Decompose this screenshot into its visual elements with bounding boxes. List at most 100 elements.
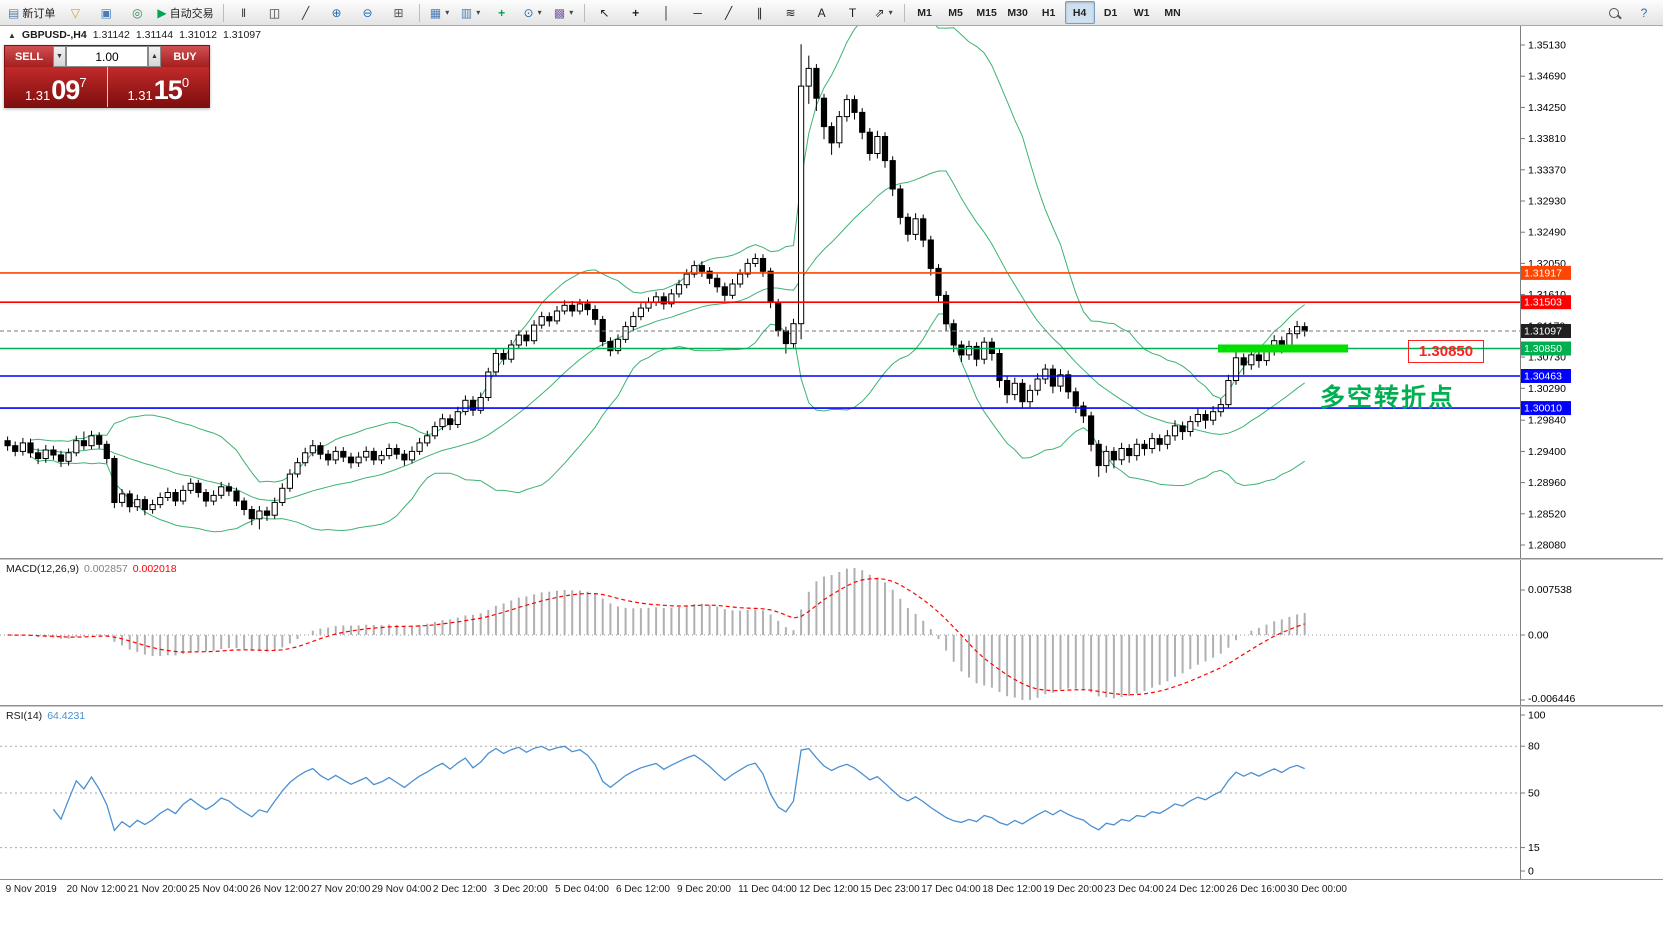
line-chart-button[interactable]: ╱	[291, 1, 321, 24]
sell-price-big-figure: 1.31	[24, 88, 51, 103]
horizontal-line-tool-button[interactable]: ─	[683, 1, 713, 24]
macd-name: MACD(12,26,9)	[6, 563, 79, 575]
toolbar-separator	[903, 3, 905, 22]
macd-signal-line	[7, 577, 1305, 696]
timeframe-m1-button[interactable]: M1	[917, 6, 932, 19]
svg-text:6 Dec 12:00: 6 Dec 12:00	[616, 884, 670, 895]
panel-splitter-macd[interactable]	[0, 558, 1663, 560]
channel-tool-button[interactable]: ∥	[745, 1, 775, 24]
svg-text:21 Nov 20:00: 21 Nov 20:00	[128, 884, 188, 895]
new-chart-button[interactable]: ▦ ▾	[425, 1, 455, 24]
ohlc-close: 1.31097	[223, 29, 261, 41]
indicator-funnel-button[interactable]: ▽	[60, 1, 90, 24]
svg-text:9 Nov 2019: 9 Nov 2019	[6, 884, 58, 895]
timeframe-m15-button[interactable]: M15	[976, 6, 997, 19]
crosshair-tool-button[interactable]: +	[621, 1, 651, 24]
auto-trading-button[interactable]: ▶ 自动交易	[153, 1, 217, 24]
tile-windows-button[interactable]: ⊞	[384, 1, 414, 24]
main-chart-canvas[interactable]: 1.35130 1.34690 1.34250 1.33810 1.33370 1.329…	[0, 26, 1663, 558]
time-axis[interactable]: 9 Nov 2019 20 Nov 12:00 21 Nov 20:00 25 Nov…	[0, 879, 1663, 898]
periods-button[interactable]: ⊙ ▾	[518, 1, 548, 24]
play-icon: ▶	[157, 5, 167, 20]
text-tool-button[interactable]: A	[807, 1, 837, 24]
dropdown-caret-icon: ▾	[476, 8, 481, 17]
svg-text:1.29840: 1.29840	[1528, 415, 1566, 427]
new-order-icon: ▤	[8, 5, 20, 20]
zoom-in-button[interactable]: ⊕	[322, 1, 352, 24]
trendline-tool-button[interactable]: ╱	[714, 1, 744, 24]
timeframe-m5-button[interactable]: M5	[948, 6, 963, 19]
new-order-button[interactable]: ▤ 新订单	[4, 1, 59, 24]
svg-text:1.32490: 1.32490	[1528, 227, 1566, 239]
help-button[interactable]: ?	[1629, 1, 1659, 24]
timeframe-d1-button[interactable]: D1	[1103, 6, 1118, 19]
hline-icon: ─	[693, 5, 702, 20]
panel-splitter-rsi[interactable]	[0, 705, 1663, 707]
ohlc-low: 1.31012	[179, 29, 218, 41]
horizontal-lines[interactable]	[0, 272, 1520, 409]
price-axis[interactable]: 1.35130 1.34690 1.34250 1.33810 1.33370 1.329…	[1520, 26, 1571, 558]
volume-increase-button[interactable]: ▲	[148, 46, 161, 67]
svg-text:24 Dec 12:00: 24 Dec 12:00	[1165, 884, 1225, 895]
buy-price[interactable]: 1.31 15 0	[108, 67, 210, 107]
ohlc-high: 1.31144	[135, 29, 174, 41]
macd-canvas: 0.007538 0.00 -0.006446	[0, 560, 1575, 705]
svg-text:1.29400: 1.29400	[1528, 446, 1566, 458]
add-indicator-button[interactable]: +	[487, 1, 517, 24]
turning-point-annotation[interactable]: 多空转折点	[1320, 384, 1456, 412]
macd-histogram	[14, 568, 1306, 700]
svg-text:12 Dec 12:00: 12 Dec 12:00	[799, 884, 859, 895]
volume-decrease-button[interactable]: ▼	[53, 46, 66, 67]
macd-value: 0.002857	[83, 563, 128, 575]
highlight-bar[interactable]	[1218, 344, 1348, 353]
svg-text:17 Dec 04:00: 17 Dec 04:00	[921, 884, 981, 895]
templates-button[interactable]: ▩ ▾	[549, 1, 579, 24]
vertical-line-tool-button[interactable]: │	[652, 1, 682, 24]
svg-text:27 Nov 20:00: 27 Nov 20:00	[311, 884, 371, 895]
time-labels: 9 Nov 2019 20 Nov 12:00 21 Nov 20:00 25 Nov…	[6, 884, 1348, 895]
price-annotation[interactable]: 1.30850	[1408, 340, 1484, 363]
svg-text:1.30290: 1.30290	[1528, 383, 1566, 395]
timeframe-m30-button[interactable]: M30	[1007, 6, 1028, 19]
collapse-trade-panel-icon[interactable]: ▲	[8, 30, 16, 40]
sell-price[interactable]: 1.31 09 7	[5, 67, 108, 107]
globe-icon: ◎	[132, 5, 143, 20]
zoom-out-button[interactable]: ⊖	[353, 1, 383, 24]
timeframe-h4-button[interactable]: H4	[1064, 1, 1095, 24]
dropdown-caret-icon: ▾	[537, 8, 542, 17]
svg-text:0.00: 0.00	[1528, 630, 1549, 642]
fibonacci-tool-button[interactable]: ≋	[776, 1, 806, 24]
one-click-trading-panel: SELL ▼ 1.00 ▲ BUY 1.31 09 7 1.31 15 0	[4, 45, 210, 108]
profiles-button[interactable]: ▥ ▾	[456, 1, 486, 24]
timeframe-h1-button[interactable]: H1	[1041, 6, 1056, 19]
search-button[interactable]	[1599, 1, 1629, 24]
svg-text:50: 50	[1528, 788, 1540, 800]
svg-text:1.31503: 1.31503	[1524, 297, 1562, 309]
chart-window-button[interactable]: ▣	[91, 1, 121, 24]
svg-text:1.35130: 1.35130	[1528, 40, 1566, 52]
new-order-button-label: 新订单	[22, 7, 56, 20]
macd-panel: 0.007538 0.00 -0.006446 MACD(12,26,9) 0.002…	[0, 560, 1663, 705]
svg-text:0: 0	[1528, 866, 1534, 878]
rsi-line	[52, 745, 1305, 832]
candlestick-chart-button[interactable]: ◫	[260, 1, 290, 24]
rsi-axis: 100 80 50 15 0	[1520, 707, 1546, 879]
svg-text:23 Dec 04:00: 23 Dec 04:00	[1104, 884, 1164, 895]
svg-text:1.31917: 1.31917	[1524, 267, 1562, 279]
bar-chart-button[interactable]: ‖	[229, 1, 259, 24]
timeframe-mn-button[interactable]: MN	[1164, 6, 1181, 19]
label-tool-button[interactable]: T	[838, 1, 868, 24]
cursor-tool-button[interactable]: ↖	[590, 1, 620, 24]
svg-text:29 Nov 04:00: 29 Nov 04:00	[372, 884, 432, 895]
timeframe-w1-button[interactable]: W1	[1133, 6, 1150, 19]
volume-input[interactable]: 1.00	[66, 46, 148, 67]
svg-text:1.28080: 1.28080	[1528, 540, 1566, 552]
new-chart-icon: ▦	[429, 5, 442, 20]
sell-button[interactable]: SELL	[5, 46, 53, 67]
arrows-tool-button[interactable]: ⇗ ▾	[869, 1, 899, 24]
line-icon: ╱	[301, 5, 310, 20]
buy-button[interactable]: BUY	[161, 46, 209, 67]
rsi-value: 64.4231	[47, 710, 86, 722]
metaquotes-button[interactable]: ◎	[122, 1, 152, 24]
toolbar: ▤ 新订单 ▽ ▣ ◎ ▶ 自动交易 ‖ ◫ ╱ ⊕ ⊖ ⊞ ▦ ▾ ▥ ▾ + ⊙ ▾ ▩ ▾ ↖ + │ ─ ╱ ∥ ≋ A T ⇗ ▾ M1…	[0, 0, 1663, 26]
